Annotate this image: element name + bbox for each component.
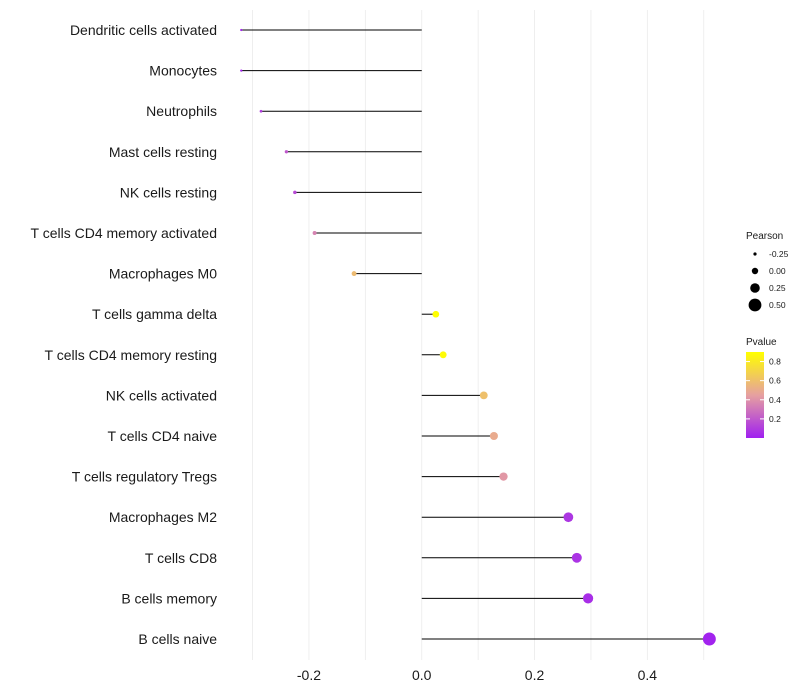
- point: [702, 632, 716, 646]
- y-tick-label: B cells naive: [138, 631, 217, 647]
- legend-size-dot: [748, 298, 762, 312]
- legend-color-label: 0.2: [769, 414, 781, 424]
- grid-lines: [252, 10, 705, 660]
- x-tick-label: 0.0: [412, 667, 432, 683]
- y-tick-label: Monocytes: [149, 63, 217, 79]
- legend-pvalue: Pvalue 0.2 0.4 0.6 0.8: [746, 337, 781, 438]
- point: [284, 150, 289, 154]
- legend-color-label: 0.4: [769, 395, 781, 405]
- legend-size-dot: [751, 267, 759, 275]
- legend-pvalue-colorbar: [746, 352, 764, 438]
- y-tick-label: NK cells resting: [120, 184, 217, 200]
- y-tick-label: Mast cells resting: [109, 144, 217, 160]
- point: [563, 512, 574, 523]
- y-tick-label: Neutrophils: [146, 103, 217, 119]
- legend-pvalue-title: Pvalue: [746, 337, 777, 348]
- y-tick-label: B cells memory: [121, 590, 217, 606]
- y-tick-label: T cells CD4 memory resting: [45, 347, 217, 363]
- legend-size-label: 0.50: [769, 300, 786, 310]
- y-tick-label: T cells regulatory Tregs: [72, 469, 217, 485]
- y-tick-label: T cells CD4 naive: [108, 428, 218, 444]
- point: [489, 431, 498, 441]
- lollipop-stems: [241, 29, 710, 640]
- x-tick-label: -0.2: [297, 667, 321, 683]
- legend-size-label: 0.00: [769, 266, 786, 276]
- y-tick-label: T cells CD4 memory activated: [31, 225, 217, 241]
- x-tick-label: 0.4: [638, 667, 658, 683]
- y-axis-labels: Dendritic cells activated Monocytes Neutro…: [31, 22, 218, 647]
- y-tick-label: Dendritic cells activated: [70, 22, 217, 38]
- point: [439, 351, 447, 359]
- point: [432, 310, 440, 318]
- legend-pearson-title: Pearson: [746, 231, 783, 242]
- y-tick-label: Macrophages M2: [109, 509, 217, 525]
- point: [240, 28, 243, 32]
- legend-color-label: 0.8: [769, 357, 781, 367]
- y-tick-label: Macrophages M0: [109, 266, 217, 282]
- point: [351, 271, 357, 277]
- point: [259, 109, 263, 113]
- y-tick-label: T cells CD8: [145, 550, 217, 566]
- x-axis-ticks: -0.2 0.0 0.2 0.4: [297, 667, 657, 683]
- y-tick-label: NK cells activated: [106, 387, 217, 403]
- legend-color-label: 0.6: [769, 376, 781, 386]
- x-tick-label: 0.2: [525, 667, 545, 683]
- point: [499, 472, 508, 481]
- point: [571, 552, 582, 563]
- legend-pearson: Pearson -0.25 0.00 0.25 0.50: [746, 231, 789, 312]
- legend-size-label: 0.25: [769, 283, 786, 293]
- point: [479, 391, 488, 400]
- point: [312, 231, 317, 235]
- point: [293, 190, 297, 195]
- point: [240, 69, 243, 72]
- legend-size-dot: [750, 283, 760, 293]
- y-tick-label: T cells gamma delta: [92, 306, 217, 322]
- legend-size-label: -0.25: [769, 249, 789, 259]
- lollipop-points: [240, 28, 716, 646]
- point: [583, 593, 594, 604]
- legend-size-dot: [753, 252, 757, 256]
